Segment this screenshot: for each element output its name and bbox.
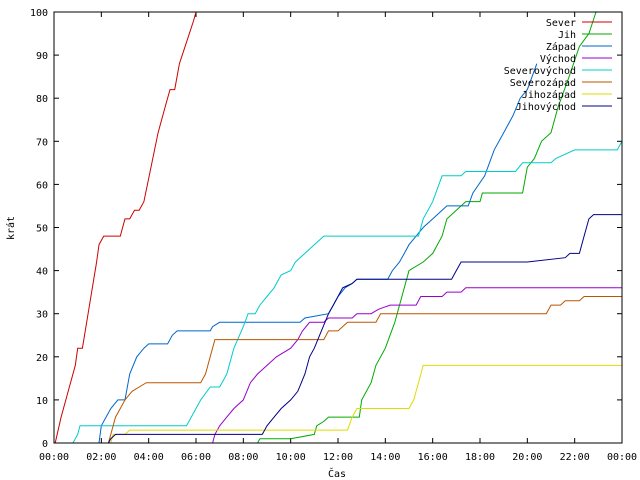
y-tick-label: 10 [36, 396, 48, 407]
y-tick-label: 60 [36, 180, 48, 191]
x-tick-label: 00:00 [607, 452, 637, 463]
x-tick-label: 02:00 [86, 452, 116, 463]
legend-label: Severovýchod [504, 65, 576, 77]
x-tick-label: 08:00 [228, 452, 258, 463]
series-line [107, 214, 622, 444]
legend-label: Severozápad [510, 77, 576, 89]
y-axis-label: krát [5, 216, 17, 240]
y-tick-label: 20 [36, 353, 48, 364]
y-tick-label: 50 [36, 224, 48, 235]
x-axis-label: Čas [328, 467, 346, 480]
series-line [107, 296, 622, 444]
legend-label: Jihovýchod [516, 101, 576, 113]
series-lines [54, 11, 623, 444]
x-tick-label: 06:00 [181, 452, 211, 463]
legend-label: Jih [558, 30, 576, 41]
y-tick-label: 90 [36, 51, 48, 62]
legend: SeverJihZápadVýchodSeverovýchodSeverozáp… [504, 18, 612, 113]
series-line [54, 11, 197, 444]
x-tick-label: 14:00 [370, 452, 400, 463]
x-tick-label: 20:00 [512, 452, 542, 463]
x-tick-label: 00:00 [39, 452, 69, 463]
y-tick-label: 30 [36, 310, 48, 321]
legend-label: Sever [546, 18, 576, 29]
y-tick-label: 0 [42, 439, 48, 450]
y-tick-label: 70 [36, 137, 48, 148]
x-tick-label: 10:00 [276, 452, 306, 463]
x-tick-label: 04:00 [134, 452, 164, 463]
x-tick-label: 22:00 [560, 452, 590, 463]
y-tick-label: 40 [36, 267, 48, 278]
x-tick-label: 12:00 [323, 452, 353, 463]
y-tick-label: 80 [36, 94, 48, 105]
axis-tick-labels: 0 10 20 30 40 50 60 70 80 90 100 00:00 02:00 04:00 06:… [30, 8, 637, 463]
legend-label: Západ [546, 41, 576, 53]
x-tick-label: 16:00 [418, 452, 448, 463]
x-tick-label: 18:00 [465, 452, 495, 463]
series-line [72, 141, 623, 444]
legend-label: Jihozápad [522, 89, 576, 101]
series-line [257, 11, 597, 444]
plot-frame [53, 11, 623, 444]
series-line [212, 287, 622, 444]
legend-label: Východ [540, 53, 576, 65]
y-tick-label: 100 [30, 8, 48, 19]
